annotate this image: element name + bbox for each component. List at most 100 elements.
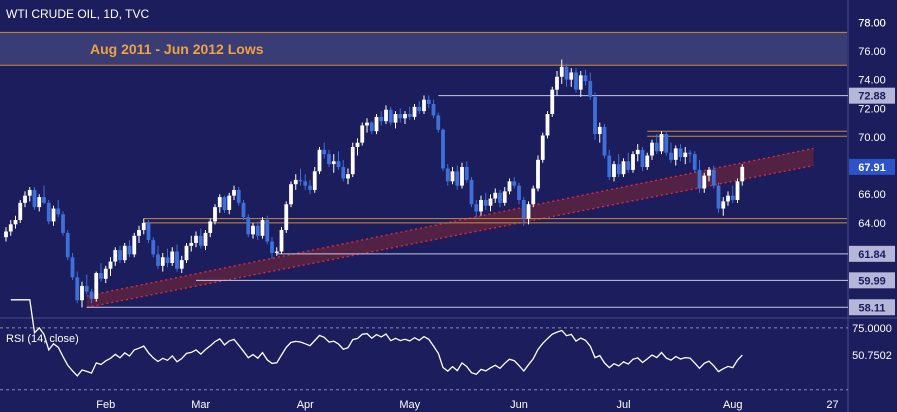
candle-body-73 <box>350 146 355 175</box>
candle-body-58 <box>279 230 284 252</box>
candle-body-110 <box>526 204 531 219</box>
candle-body-111 <box>531 188 536 205</box>
level-label-2: 59.99 <box>858 275 886 287</box>
x-label-2: Apr <box>297 399 314 411</box>
candle-body-84 <box>403 114 407 119</box>
candle-body-155 <box>740 166 745 182</box>
candle-body-153 <box>730 195 735 200</box>
x-label-1: Mar <box>191 399 210 411</box>
candle-body-93 <box>445 168 450 182</box>
candle-body-145 <box>692 154 697 170</box>
candle-body-146 <box>697 169 702 189</box>
candle-body-125 <box>597 126 602 135</box>
level-label-0: 72.88 <box>858 91 886 103</box>
candle-body-154 <box>735 181 740 200</box>
candle-body-66 <box>317 149 322 172</box>
candle-body-123 <box>588 81 593 97</box>
x-label-0: Feb <box>96 399 115 411</box>
candle-body-25 <box>122 245 127 261</box>
candle-body-105 <box>502 191 507 203</box>
candle-body-64 <box>308 185 312 190</box>
candle-body-53 <box>255 225 260 236</box>
candle-body-41 <box>198 235 203 246</box>
candle-body-17 <box>84 285 89 292</box>
level-tag-3 <box>849 299 895 316</box>
candle-body-46 <box>222 197 227 210</box>
candle-body-61 <box>293 179 298 185</box>
candle-body-87 <box>417 106 422 112</box>
candle-body-74 <box>355 142 360 147</box>
candle-body-114 <box>545 114 550 136</box>
candle-body-102 <box>488 198 493 206</box>
candle-body-44 <box>213 207 217 222</box>
price-label-0: 78.00 <box>858 17 886 29</box>
candle-body-77 <box>369 122 374 132</box>
candle-body-37 <box>179 260 184 269</box>
chart-title: WTI CRUDE OIL, 1D, TVC <box>6 7 149 21</box>
candle-body-15 <box>75 277 80 301</box>
candle-body-128 <box>612 164 616 178</box>
candle-body-50 <box>241 202 246 218</box>
rsi-last-value: 50.7502 <box>852 350 892 362</box>
candle-body-10 <box>51 208 56 222</box>
last-price-tag <box>849 158 895 175</box>
candle-body-47 <box>227 195 232 210</box>
x-label-3: May <box>399 399 420 411</box>
price-tick-3: 72.00 <box>858 103 886 115</box>
candle-body-133 <box>635 149 640 155</box>
candle-body-117 <box>559 66 564 77</box>
candle-body-103 <box>493 192 498 199</box>
trend-channel-upper <box>86 147 814 297</box>
candle-body-51 <box>246 217 251 235</box>
trend-channel-layer <box>86 147 814 309</box>
candle-body-38 <box>184 245 189 261</box>
candle-body-22 <box>108 261 113 269</box>
candle-body-92 <box>441 129 445 169</box>
price-tick-4: 70.00 <box>858 132 886 144</box>
candle-body-72 <box>346 174 350 179</box>
candle-body-151 <box>721 201 726 209</box>
candle-body-81 <box>388 109 393 123</box>
candle-body-49 <box>236 189 241 203</box>
candle-body-68 <box>327 154 331 165</box>
candle-body-144 <box>688 152 692 155</box>
candle-body-120 <box>574 72 578 90</box>
candle-body-12 <box>61 214 65 233</box>
candle-body-67 <box>322 149 327 155</box>
candles-layer <box>4 59 745 308</box>
candle-body-32 <box>156 254 160 266</box>
candle-body-126 <box>602 126 607 156</box>
candle-body-35 <box>170 251 175 263</box>
level-tag-2 <box>849 272 895 289</box>
candle-body-86 <box>412 106 417 117</box>
axis-layer: WTI CRUDE OIL, 1D, TVC78.0076.0074.0072.… <box>6 7 895 411</box>
candle-body-107 <box>512 181 517 186</box>
candle-body-26 <box>127 245 132 255</box>
candle-body-147 <box>702 175 707 189</box>
candle-body-113 <box>540 135 545 160</box>
candle-body-40 <box>194 235 198 243</box>
candle-body-1 <box>8 224 13 232</box>
candle-body-33 <box>160 257 165 266</box>
price-label-1: 67.91 <box>858 162 886 174</box>
candle-body-80 <box>384 109 388 122</box>
candle-body-152 <box>726 195 730 202</box>
candle-body-43 <box>208 221 213 233</box>
candle-body-96 <box>460 167 464 186</box>
candle-body-112 <box>536 159 540 189</box>
candle-body-90 <box>431 103 436 116</box>
candle-body-75 <box>360 125 365 143</box>
candle-body-23 <box>113 250 118 262</box>
candle-body-130 <box>621 161 626 175</box>
candle-body-109 <box>521 199 526 219</box>
candle-body-13 <box>65 232 70 258</box>
candle-body-142 <box>678 148 683 157</box>
candle-body-62 <box>298 179 303 182</box>
candle-body-71 <box>341 167 346 179</box>
candle-body-98 <box>469 179 474 205</box>
candle-body-82 <box>393 114 398 123</box>
candle-body-79 <box>379 116 384 122</box>
candle-body-127 <box>607 155 612 178</box>
price-tick-2: 74.00 <box>858 75 886 87</box>
